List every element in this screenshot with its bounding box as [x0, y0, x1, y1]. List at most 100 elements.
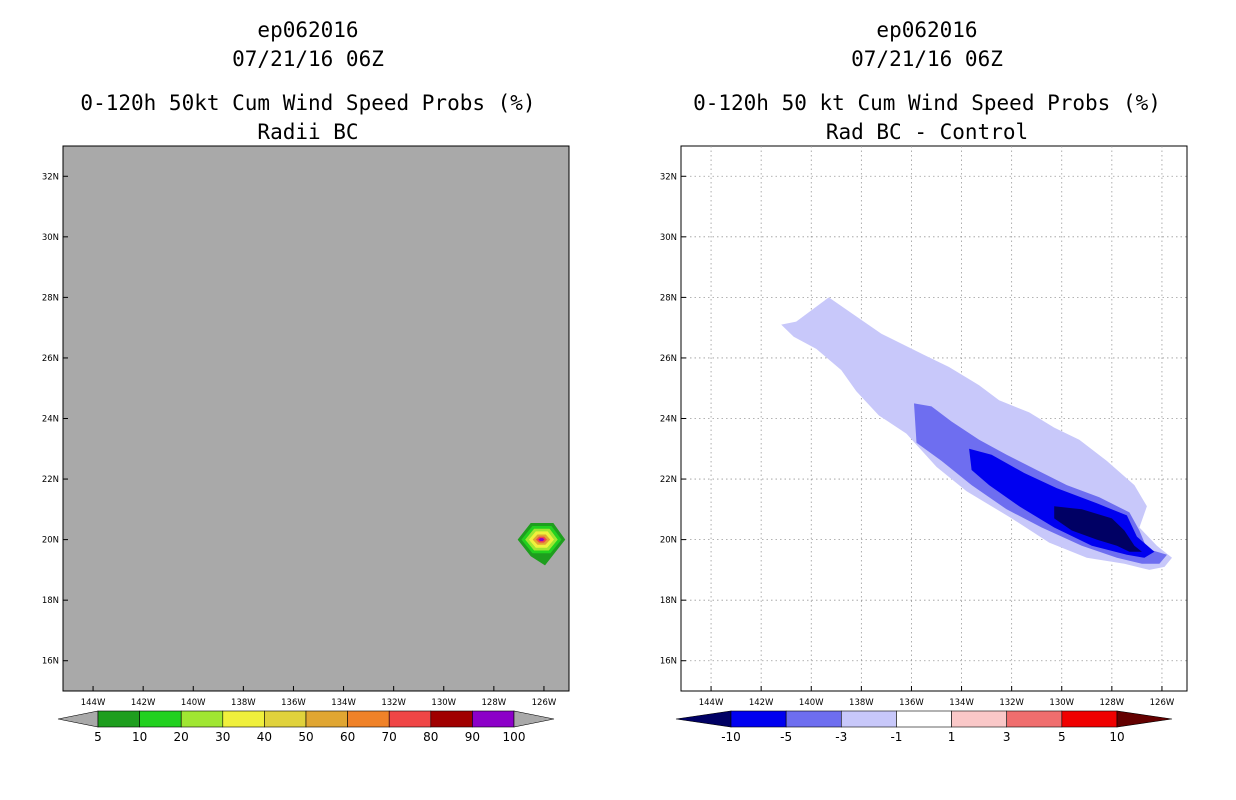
left-colorbar-swatch-7 [388, 710, 432, 728]
right-colorbar-label-7: 10 [1109, 730, 1124, 744]
left-xtick-label-0: 144W [81, 698, 106, 708]
left-ytick-label-6: 20N [42, 536, 59, 546]
left-xtick-label-8: 128W [482, 698, 507, 708]
left-xtick-label-4: 136W [281, 698, 306, 708]
left-ytick-label-3: 26N [42, 354, 59, 364]
left-colorbar-label-4: 40 [257, 730, 272, 744]
left-colorbar: 5 10 20 30 40 50 60 70 80 90 100 [57, 710, 555, 744]
right-xtick-label-1: 142W [749, 698, 774, 708]
right-difference-contours [781, 297, 1172, 570]
right-xtick-label-4: 136W [899, 698, 924, 708]
right-colorbar-label-1: -5 [780, 730, 792, 744]
right-ytick-label-1: 30N [660, 233, 677, 243]
right-colorbar-label-5: 3 [1003, 730, 1011, 744]
left-colorbar-swatch-5 [305, 710, 348, 728]
left-colorbar-label-6: 60 [340, 730, 355, 744]
left-ytick-label-0: 32N [42, 172, 59, 182]
right-chart: ep062016 07/21/16 06Z 0-120h 50 kt Cum W… [660, 18, 1188, 744]
left-x-ticks: 144W 142W 140W 138W 136W 134W 132W 130W 128W 126W [81, 686, 557, 708]
right-xtick-label-7: 130W [1049, 698, 1074, 708]
right-region-3 [1054, 506, 1142, 552]
right-ytick-label-3: 26N [660, 354, 677, 364]
left-colorbar-swatch-2 [180, 710, 224, 728]
right-ytick-label-7: 18N [660, 596, 677, 606]
left-title-line-4: Radii BC [257, 120, 358, 144]
left-ytick-label-7: 18N [42, 596, 59, 606]
left-colorbar-swatch-8 [430, 710, 473, 728]
right-colorbar-label-0: -10 [721, 730, 741, 744]
left-colorbar-label-3: 30 [215, 730, 230, 744]
left-y-ticks: 32N 30N 28N 26N 24N 22N 20N 18N 16N [42, 172, 68, 667]
left-colorbar-label-2: 20 [174, 730, 189, 744]
left-ytick-label-1: 30N [42, 233, 59, 243]
left-xtick-label-5: 134W [331, 698, 356, 708]
left-colorbar-swatch-0 [97, 710, 140, 728]
left-title-line-2: 07/21/16 06Z [232, 47, 384, 71]
right-colorbar-end-left [675, 710, 732, 728]
left-colorbar-swatch-3 [222, 710, 265, 728]
right-xtick-label-0: 144W [699, 698, 724, 708]
left-probability-contours [517, 522, 566, 566]
left-colorbar-label-9: 90 [465, 730, 480, 744]
left-colorbar-label-10: 100 [503, 730, 526, 744]
right-colorbar-swatch-2 [840, 710, 897, 728]
right-title-line-1: ep062016 [876, 18, 977, 42]
right-colorbar-swatch-3 [896, 710, 952, 728]
left-ytick-label-2: 28N [42, 293, 59, 303]
left-xtick-label-9: 126W [532, 698, 557, 708]
left-colorbar-label-1: 10 [132, 730, 147, 744]
right-title-line-4: Rad BC - Control [826, 120, 1028, 144]
right-xtick-label-5: 134W [949, 698, 974, 708]
right-ytick-label-6: 20N [660, 536, 677, 546]
right-x-ticks: 144W 142W 140W 138W 136W 134W 132W 130W 128W 126W [699, 686, 1175, 708]
left-colorbar-label-0: 5 [94, 730, 102, 744]
left-colorbar-swatch-4 [264, 710, 307, 728]
left-title-line-1: ep062016 [257, 18, 358, 42]
right-ytick-label-4: 24N [660, 415, 677, 425]
left-colorbar-end-right [513, 710, 555, 728]
right-colorbar: -10 -5 -3 -1 1 3 5 10 [675, 710, 1173, 744]
left-ytick-label-4: 24N [42, 415, 59, 425]
right-xtick-label-8: 128W [1100, 698, 1125, 708]
right-ytick-label-2: 28N [660, 293, 677, 303]
left-colorbar-label-8: 80 [423, 730, 438, 744]
right-ytick-label-5: 22N [660, 475, 677, 485]
left-chart: ep062016 07/21/16 06Z 0-120h 50kt Cum Wi… [42, 18, 570, 744]
right-ytick-label-0: 32N [660, 172, 677, 182]
left-contour-90 [538, 538, 545, 542]
left-colorbar-label-5: 50 [298, 730, 313, 744]
right-title-line-3: 0-120h 50 kt Cum Wind Speed Probs (%) [693, 91, 1161, 115]
right-xtick-label-9: 126W [1150, 698, 1175, 708]
left-title-line-3: 0-120h 50kt Cum Wind Speed Probs (%) [80, 91, 535, 115]
left-colorbar-end-left [57, 710, 99, 728]
right-colorbar-label-4: 1 [948, 730, 956, 744]
left-colorbar-label-7: 70 [382, 730, 397, 744]
right-colorbar-end-right [1116, 710, 1173, 728]
left-plot-area [62, 145, 570, 692]
right-colorbar-swatch-5 [1006, 710, 1063, 728]
right-colorbar-swatch-6 [1061, 710, 1118, 728]
left-xtick-label-7: 130W [431, 698, 456, 708]
right-y-ticks: 32N 30N 28N 26N 24N 22N 20N 18N 16N [660, 172, 686, 667]
right-colorbar-swatch-0 [730, 710, 787, 728]
left-ytick-label-5: 22N [42, 475, 59, 485]
right-colorbar-label-3: -1 [890, 730, 902, 744]
left-xtick-label-3: 138W [231, 698, 256, 708]
left-colorbar-swatch-9 [472, 710, 515, 728]
right-xtick-label-6: 132W [999, 698, 1024, 708]
left-xtick-label-6: 132W [381, 698, 406, 708]
right-gridlines [681, 146, 1187, 691]
left-xtick-label-2: 140W [181, 698, 206, 708]
right-xtick-label-3: 138W [849, 698, 874, 708]
right-xtick-label-2: 140W [799, 698, 824, 708]
right-colorbar-label-6: 5 [1058, 730, 1066, 744]
right-colorbar-swatch-4 [951, 710, 1008, 728]
right-colorbar-label-2: -3 [835, 730, 847, 744]
right-title-line-2: 07/21/16 06Z [851, 47, 1003, 71]
left-xtick-label-1: 142W [131, 698, 156, 708]
left-ytick-label-8: 16N [42, 657, 59, 667]
right-ytick-label-8: 16N [660, 657, 677, 667]
right-colorbar-swatch-1 [785, 710, 842, 728]
left-colorbar-swatch-1 [139, 710, 182, 728]
